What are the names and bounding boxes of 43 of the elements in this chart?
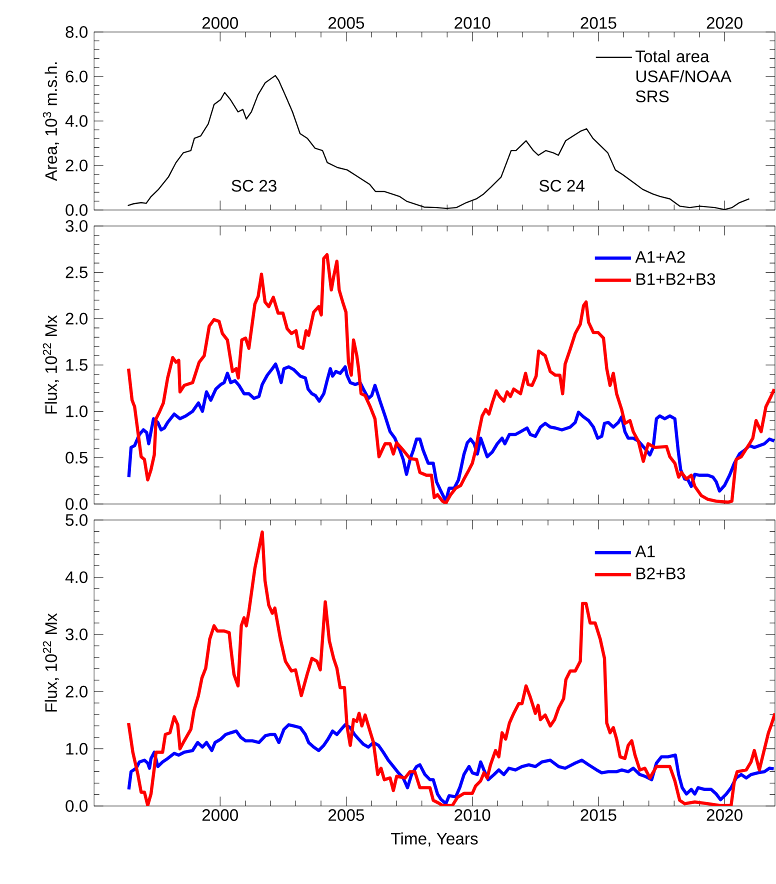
line-series bbox=[126, 253, 775, 504]
y-tick-label: 2.0 bbox=[66, 686, 88, 698]
y-tick-label: 0.0 bbox=[66, 498, 88, 510]
x-tick-label: 2020 bbox=[706, 809, 742, 821]
y-tick-label: 2.0 bbox=[66, 160, 88, 172]
x-tick-label: 2015 bbox=[580, 809, 616, 821]
x-tick-label: 2005 bbox=[328, 17, 364, 29]
x-tick-label: 2015 bbox=[580, 17, 616, 29]
x-axis-title: Time, Years bbox=[391, 832, 478, 847]
x-tick-label: 2020 bbox=[706, 17, 742, 29]
y-tick-label: 0.0 bbox=[66, 800, 88, 812]
line-series bbox=[127, 362, 775, 503]
legend-label: A1 bbox=[635, 546, 655, 558]
y-tick-label: 0.0 bbox=[66, 204, 88, 216]
y-axis-title: Flux, 10$^{22}$ Mx bbox=[42, 315, 59, 414]
y-tick-label: 6.0 bbox=[66, 70, 88, 82]
x-tick-label: 2010 bbox=[454, 17, 490, 29]
annotation: SC 24 bbox=[539, 180, 584, 192]
y-tick-label: 3.0 bbox=[66, 220, 88, 232]
x-tick-label: 2005 bbox=[328, 809, 364, 821]
y-tick-label: 2.5 bbox=[66, 266, 88, 278]
y-tick-label: 8.0 bbox=[66, 26, 88, 38]
x-tick-label: 2000 bbox=[202, 17, 238, 29]
legend-label: B2+B3 bbox=[636, 568, 685, 580]
y-axis-title: Area, 10$^{3}$ m.s.h. bbox=[42, 62, 59, 182]
legend-label: Total area USAF/NOAA SRS bbox=[636, 50, 732, 102]
y-tick-label: 1.0 bbox=[66, 405, 88, 418]
y-tick-label: 3.0 bbox=[66, 628, 88, 640]
y-tick-label: 2.0 bbox=[66, 312, 88, 325]
x-tick-label: 2000 bbox=[202, 809, 238, 821]
y-tick-label: 1.5 bbox=[66, 359, 88, 371]
annotation: SC 23 bbox=[232, 180, 276, 192]
y-tick-label: 5.0 bbox=[66, 514, 88, 526]
y-tick-label: 1.0 bbox=[66, 742, 88, 755]
line-series bbox=[127, 723, 775, 806]
y-axis-title: Flux, 10$^{22}$ Mx bbox=[42, 613, 59, 712]
y-tick-label: 4.0 bbox=[65, 115, 88, 127]
line-series bbox=[126, 530, 775, 806]
legend-label: A1+A2 bbox=[635, 251, 685, 263]
x-tick-label: 2010 bbox=[454, 809, 490, 821]
y-tick-label: 4.0 bbox=[65, 571, 88, 584]
legend-label: B1+B2+B3 bbox=[636, 273, 716, 285]
y-tick-label: 0.5 bbox=[66, 452, 88, 464]
